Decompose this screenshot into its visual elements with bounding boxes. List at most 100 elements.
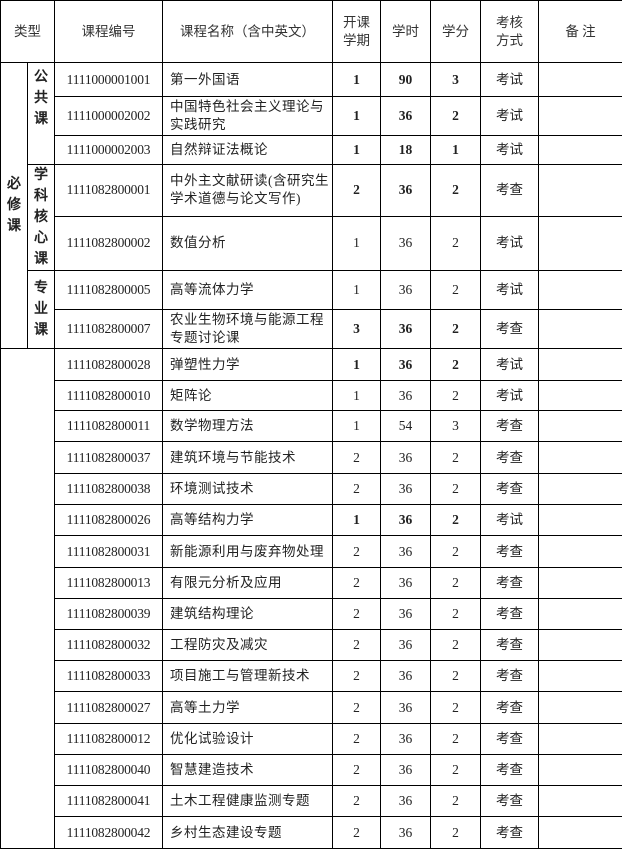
header-remarks: 备 注 (539, 1, 622, 63)
course-exam: 考试 (481, 97, 539, 136)
course-code: 1111000002003 (55, 136, 163, 165)
course-term: 2 (333, 442, 381, 474)
course-hours: 36 (381, 381, 431, 411)
header-code: 课程编号 (55, 1, 163, 63)
course-hours: 36 (381, 724, 431, 755)
course-exam: 考查 (481, 755, 539, 786)
course-name: 矩阵论 (163, 381, 333, 411)
course-code: 1111082800012 (55, 724, 163, 755)
course-exam: 考试 (481, 505, 539, 536)
course-exam: 考试 (481, 349, 539, 381)
course-remarks (539, 505, 622, 536)
course-exam: 考查 (481, 411, 539, 442)
course-hours: 36 (381, 271, 431, 310)
course-hours: 36 (381, 568, 431, 599)
course-exam: 考查 (481, 474, 539, 505)
course-hours: 36 (381, 692, 431, 724)
course-hours: 36 (381, 505, 431, 536)
header-hours: 学时 (381, 1, 431, 63)
course-remarks (539, 97, 622, 136)
course-remarks (539, 599, 622, 630)
course-name: 第一外国语 (163, 63, 333, 97)
course-remarks (539, 136, 622, 165)
course-credits: 2 (431, 661, 481, 692)
course-name: 建筑结构理论 (163, 599, 333, 630)
course-term: 1 (333, 411, 381, 442)
course-credits: 2 (431, 349, 481, 381)
course-code: 1111082800001 (55, 165, 163, 217)
course-hours: 36 (381, 536, 431, 568)
course-term: 1 (333, 97, 381, 136)
course-exam: 考试 (481, 271, 539, 310)
course-name: 高等土力学 (163, 692, 333, 724)
course-credits: 2 (431, 442, 481, 474)
course-credits: 2 (431, 310, 481, 349)
course-remarks (539, 661, 622, 692)
course-credits: 2 (431, 692, 481, 724)
course-hours: 36 (381, 630, 431, 661)
course-name: 高等结构力学 (163, 505, 333, 536)
course-hours: 36 (381, 310, 431, 349)
course-remarks (539, 692, 622, 724)
course-exam: 考试 (481, 136, 539, 165)
course-hours: 36 (381, 349, 431, 381)
course-code: 1111082800032 (55, 630, 163, 661)
group-major: 专业课 (28, 271, 55, 349)
course-hours: 36 (381, 442, 431, 474)
course-exam: 考查 (481, 817, 539, 849)
course-remarks (539, 411, 622, 442)
course-name: 优化试验设计 (163, 724, 333, 755)
course-term: 1 (333, 349, 381, 381)
course-remarks (539, 63, 622, 97)
course-exam: 考查 (481, 661, 539, 692)
course-code: 1111000001001 (55, 63, 163, 97)
course-credits: 2 (431, 724, 481, 755)
course-credits: 2 (431, 271, 481, 310)
course-term: 1 (333, 216, 381, 270)
course-hours: 36 (381, 216, 431, 270)
course-term: 1 (333, 136, 381, 165)
course-credits: 2 (431, 165, 481, 217)
course-credits: 2 (431, 536, 481, 568)
course-name: 农业生物环境与能源工程专题讨论课 (163, 310, 333, 349)
course-name: 环境测试技术 (163, 474, 333, 505)
course-term: 2 (333, 568, 381, 599)
header-exam: 考核方式 (481, 1, 539, 63)
course-code: 1111082800027 (55, 692, 163, 724)
course-remarks (539, 381, 622, 411)
course-remarks (539, 630, 622, 661)
course-term: 2 (333, 661, 381, 692)
course-credits: 3 (431, 411, 481, 442)
course-exam: 考查 (481, 442, 539, 474)
course-exam: 考查 (481, 165, 539, 217)
course-hours: 36 (381, 817, 431, 849)
group-required: 必修课 (1, 63, 28, 349)
course-exam: 考试 (481, 216, 539, 270)
course-exam: 考查 (481, 536, 539, 568)
course-code: 1111082800033 (55, 661, 163, 692)
course-name: 数值分析 (163, 216, 333, 270)
course-code: 1111082800041 (55, 786, 163, 817)
course-code: 1111082800013 (55, 568, 163, 599)
course-term: 2 (333, 630, 381, 661)
course-code: 1111082800038 (55, 474, 163, 505)
course-code: 1111082800002 (55, 216, 163, 270)
course-hours: 36 (381, 165, 431, 217)
group-elective (1, 349, 55, 849)
course-code: 1111082800031 (55, 536, 163, 568)
course-credits: 2 (431, 599, 481, 630)
course-credits: 2 (431, 216, 481, 270)
